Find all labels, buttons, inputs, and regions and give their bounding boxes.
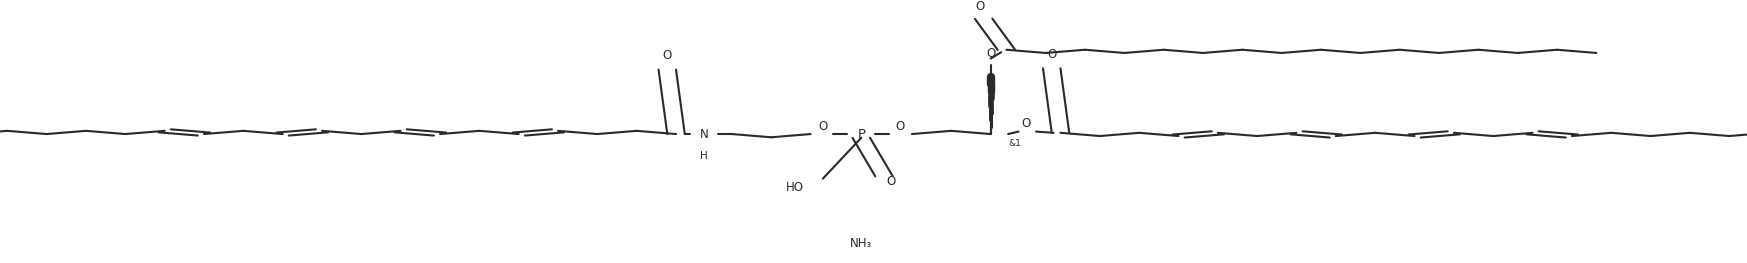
Text: N: N bbox=[699, 128, 708, 140]
Text: O: O bbox=[985, 47, 996, 60]
Text: O: O bbox=[975, 0, 985, 13]
Text: P: P bbox=[858, 128, 865, 140]
Text: O: O bbox=[1046, 48, 1057, 61]
Text: HO: HO bbox=[786, 181, 804, 194]
Text: O: O bbox=[662, 49, 673, 62]
Text: O: O bbox=[886, 175, 896, 188]
Text: O: O bbox=[894, 120, 905, 133]
Text: &1: &1 bbox=[1008, 139, 1020, 149]
Text: H: H bbox=[701, 151, 708, 161]
Text: NH₃: NH₃ bbox=[851, 237, 872, 250]
Text: O: O bbox=[1020, 117, 1031, 130]
Text: O: O bbox=[818, 120, 828, 133]
